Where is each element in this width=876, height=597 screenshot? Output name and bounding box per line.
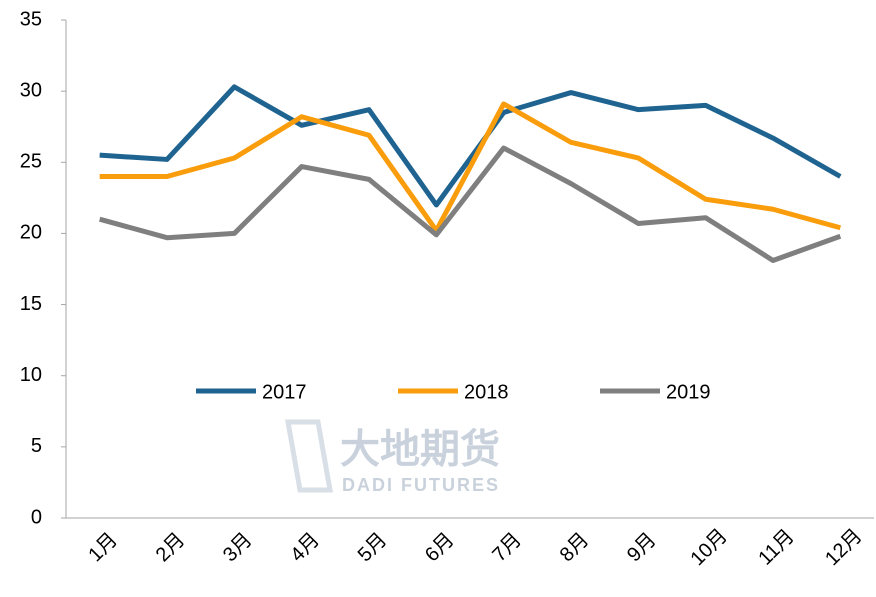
watermark-logo xyxy=(285,419,333,493)
x-tick-label: 1月 xyxy=(84,529,122,567)
watermark-name: 大地期货 xyxy=(340,428,500,472)
y-tick-label: 20 xyxy=(20,222,42,244)
x-tick-label: 5月 xyxy=(354,529,392,567)
line-series xyxy=(99,145,842,263)
watermark-subname: DADI FUTURES xyxy=(342,475,500,495)
line-series xyxy=(99,101,841,234)
watermark: 大地期货 DADI FUTURES xyxy=(285,419,500,495)
y-tick-label: 25 xyxy=(20,151,42,173)
y-tick-label: 0 xyxy=(31,506,42,528)
x-tick-label: 7月 xyxy=(488,529,526,567)
x-tick-label: 11月 xyxy=(754,525,798,569)
y-tick-label: 30 xyxy=(20,79,42,101)
legend-label: 2018 xyxy=(464,381,509,403)
x-tick-label: 9月 xyxy=(623,529,661,567)
y-tick-label: 35 xyxy=(20,8,42,30)
y-tick-label: 15 xyxy=(20,293,42,315)
x-tick-label: 2月 xyxy=(152,529,190,567)
legend-label: 2017 xyxy=(262,381,307,403)
x-tick-label: 3月 xyxy=(219,529,257,567)
x-tick-label: 10月 xyxy=(686,525,731,570)
line-series xyxy=(99,84,842,208)
y-tick-label: 10 xyxy=(20,364,42,386)
y-tick-label: 5 xyxy=(31,435,42,457)
x-tick-label: 6月 xyxy=(421,529,459,567)
x-tick-label: 4月 xyxy=(286,529,324,567)
x-tick-label: 12月 xyxy=(821,525,866,570)
legend-label: 2019 xyxy=(666,381,711,403)
x-tick-label: 8月 xyxy=(556,529,594,567)
